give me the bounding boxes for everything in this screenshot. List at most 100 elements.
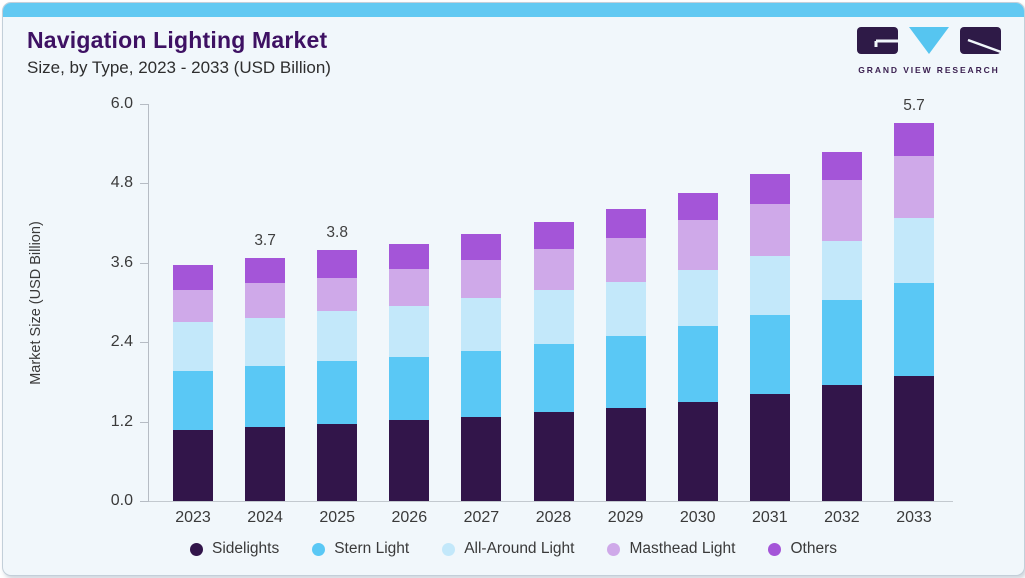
gvr-logo-icon [857,27,1002,54]
legend-dot-icon [442,542,456,556]
bar-segment-stern-light [173,370,213,430]
bar-2033 [894,123,934,501]
bar-segment-masthead-light [461,260,502,298]
bar-total-label: 5.7 [903,97,925,115]
bar-segment-others [245,258,286,284]
brand-name: GRAND VIEW RESEARCH [858,65,1000,75]
y-axis-tick [140,183,149,185]
bar-segment-all-around-light [173,321,213,371]
x-axis-label: 2032 [824,509,860,526]
bar-segment-masthead-light [173,289,213,322]
bar-segment-sidelights [894,375,934,501]
bar-segment-all-around-light [389,306,430,357]
bar-2028 [533,221,574,501]
legend-dot-icon [312,542,326,556]
bar-segment-others [821,151,862,181]
bar-segment-masthead-light [317,278,358,312]
x-axis-label: 2030 [679,509,716,526]
bar-segment-masthead-light [533,248,574,290]
y-axis-tick-label: 4.8 [110,174,133,192]
bar-segment-all-around-light [317,311,358,361]
bar-segment-stern-light [894,283,934,376]
bar-segment-all-around-light [894,217,934,284]
bar-segment-others [389,243,430,270]
bar-segment-stern-light [821,299,862,386]
x-axis-label: 2027 [463,509,500,526]
legend-dot-icon [768,542,782,556]
bar-2024 [245,258,286,501]
x-axis-label: 2025 [319,509,355,526]
bar-segment-sidelights [245,426,286,501]
y-axis-tick-label: 2.4 [110,333,133,351]
bar-2031 [749,174,790,501]
y-axis-tick-label: 6.0 [110,95,133,112]
legend-label: Sidelights [212,540,280,557]
bar-segment-stern-light [533,344,574,412]
legend-item: Masthead Light [607,540,735,558]
bar-segment-masthead-light [749,203,790,256]
bar-2027 [461,234,502,501]
bar-segment-others [317,250,358,279]
legend-label: All-Around Light [464,540,575,557]
bar-segment-sidelights [389,420,430,501]
legend-dot-icon [190,542,203,556]
y-axis-tick [140,342,149,344]
bar-segment-masthead-light [677,220,718,271]
bar-segment-stern-light [245,366,286,427]
chart-header: Navigation Lighting Market Size, by Type… [27,27,331,78]
bar-segment-sidelights [821,385,862,501]
bar-segment-all-around-light [821,240,862,300]
bar-total-label: 3.7 [254,232,276,250]
y-axis-tick [140,104,149,105]
plot-area: Market Size (USD Billion) 6.0 4.8 3.6 2.4 1.… [28,95,953,526]
bar-segment-sidelights [605,407,646,501]
bar-segment-all-around-light [677,270,718,327]
x-axis-label: 2033 [896,509,932,526]
bar-segment-stern-light [389,356,430,421]
y-axis-tick [140,421,149,423]
y-axis-tick-label: 0.0 [110,492,133,509]
x-axis-label: 2028 [535,509,572,526]
bar-segment-stern-light [677,326,718,402]
x-axis-label: 2024 [247,509,283,526]
legend-dot-icon [607,542,621,556]
legend-item: Others [768,540,837,558]
bar-segment-sidelights [533,411,574,501]
bar-segment-masthead-light [821,180,862,241]
page-title: Navigation Lighting Market [27,27,328,53]
bar-segment-sidelights [461,416,502,501]
bar-2032 [821,151,862,501]
bar-segment-masthead-light [245,283,286,318]
bar-2025 [317,250,358,501]
bar-segment-all-around-light [605,282,646,337]
bar-segment-others [605,209,646,238]
bar-segment-all-around-light [533,289,574,345]
legend-label: Others [790,540,837,557]
bar-segment-others [173,264,213,290]
bar-segment-masthead-light [389,269,430,307]
legend-item: Stern Light [312,540,409,558]
bar-2030 [677,193,718,501]
legend-label: Stern Light [334,540,410,557]
bar-segment-sidelights [677,401,718,501]
y-axis-tick-label: 1.2 [110,412,133,430]
bar-segment-all-around-light [749,255,790,316]
bar-segment-sidelights [317,423,358,501]
bar-segment-sidelights [749,394,790,501]
bar-segment-all-around-light [245,317,286,367]
chart-legend: Sidelights Stern Light All-Around Light Mas… [3,540,1024,558]
bar-segment-others [533,221,574,249]
y-axis-tick [140,262,149,264]
bar-segment-stern-light [749,315,790,395]
y-axis-tick-label: 3.6 [110,253,133,271]
bar-segment-stern-light [317,360,358,424]
legend-item: All-Around Light [442,540,574,558]
bar-2023 [173,264,213,501]
x-axis-label: 2023 [175,509,211,526]
bar-segment-masthead-light [894,155,934,218]
bar-segment-others [894,123,934,156]
x-axis-label: 2029 [607,509,644,526]
bar-segment-others [749,174,790,204]
x-axis-label: 2026 [391,509,428,526]
